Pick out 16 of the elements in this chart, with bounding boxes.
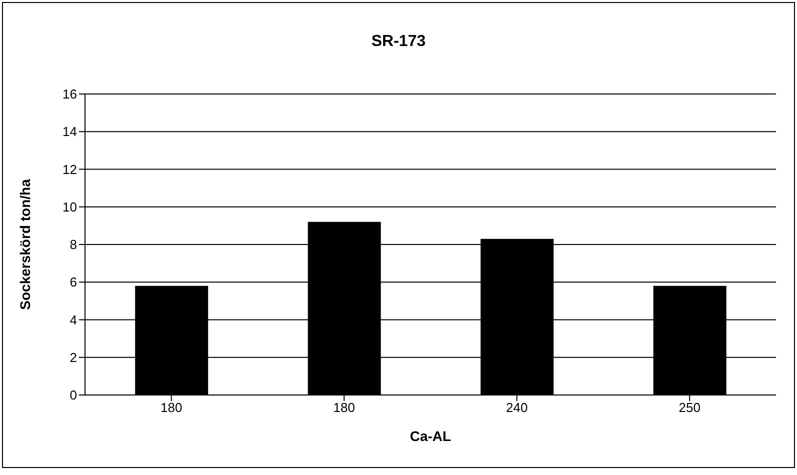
y-tick-label: 12 (62, 162, 77, 177)
y-tick-label: 0 (70, 388, 77, 403)
x-tick-label: 180 (333, 400, 355, 416)
y-tick-label: 16 (62, 86, 77, 102)
x-tick-label: 240 (506, 400, 528, 416)
y-tick-label: 14 (62, 124, 77, 140)
y-tick-label: 6 (70, 274, 77, 290)
y-tick-label: 8 (70, 237, 77, 252)
y-axis-title: Sockerskörd ton/ha (16, 178, 33, 310)
x-tick-label: 180 (160, 400, 182, 416)
x-axis-title: Ca-AL (410, 428, 452, 444)
x-tick-label: 250 (678, 400, 700, 416)
chart-title: SR-173 (370, 33, 427, 51)
y-tick-label: 4 (70, 312, 77, 328)
y-tick-label: 2 (70, 350, 77, 365)
y-tick-label: 10 (62, 199, 77, 214)
